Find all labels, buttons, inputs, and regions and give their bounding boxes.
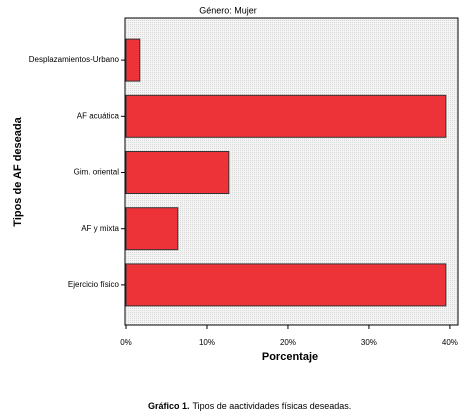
y-axis-title: Tipos de AF deseada bbox=[12, 116, 24, 226]
bar bbox=[125, 207, 179, 251]
x-tick-label: 20% bbox=[280, 338, 296, 347]
caption-text: Tipos de aactividades físicas deseadas. bbox=[193, 401, 352, 411]
caption: Gráfico 1. Tipos de aactividades físicas … bbox=[148, 401, 351, 411]
y-tick-label: Gim. oriental bbox=[74, 168, 120, 177]
x-tick-label: 30% bbox=[361, 338, 377, 347]
y-tick-label: Desplazamientos-Urbano bbox=[29, 55, 120, 64]
y-tick-label: AF y mixta bbox=[81, 224, 119, 233]
bar bbox=[125, 94, 447, 138]
x-tick-label: 40% bbox=[442, 338, 458, 347]
y-tick-label: AF acuática bbox=[77, 111, 120, 120]
caption-label: Gráfico 1. bbox=[148, 401, 190, 411]
bar bbox=[125, 263, 447, 307]
x-tick-label: 10% bbox=[199, 338, 215, 347]
x-axis-title: Porcentaje bbox=[262, 351, 318, 363]
bar bbox=[125, 151, 230, 194]
chart-title: Género: Mujer bbox=[199, 5, 257, 15]
bar bbox=[125, 38, 141, 82]
y-tick-label: Ejercicio físico bbox=[68, 280, 120, 289]
x-tick-label: 0% bbox=[120, 338, 132, 347]
